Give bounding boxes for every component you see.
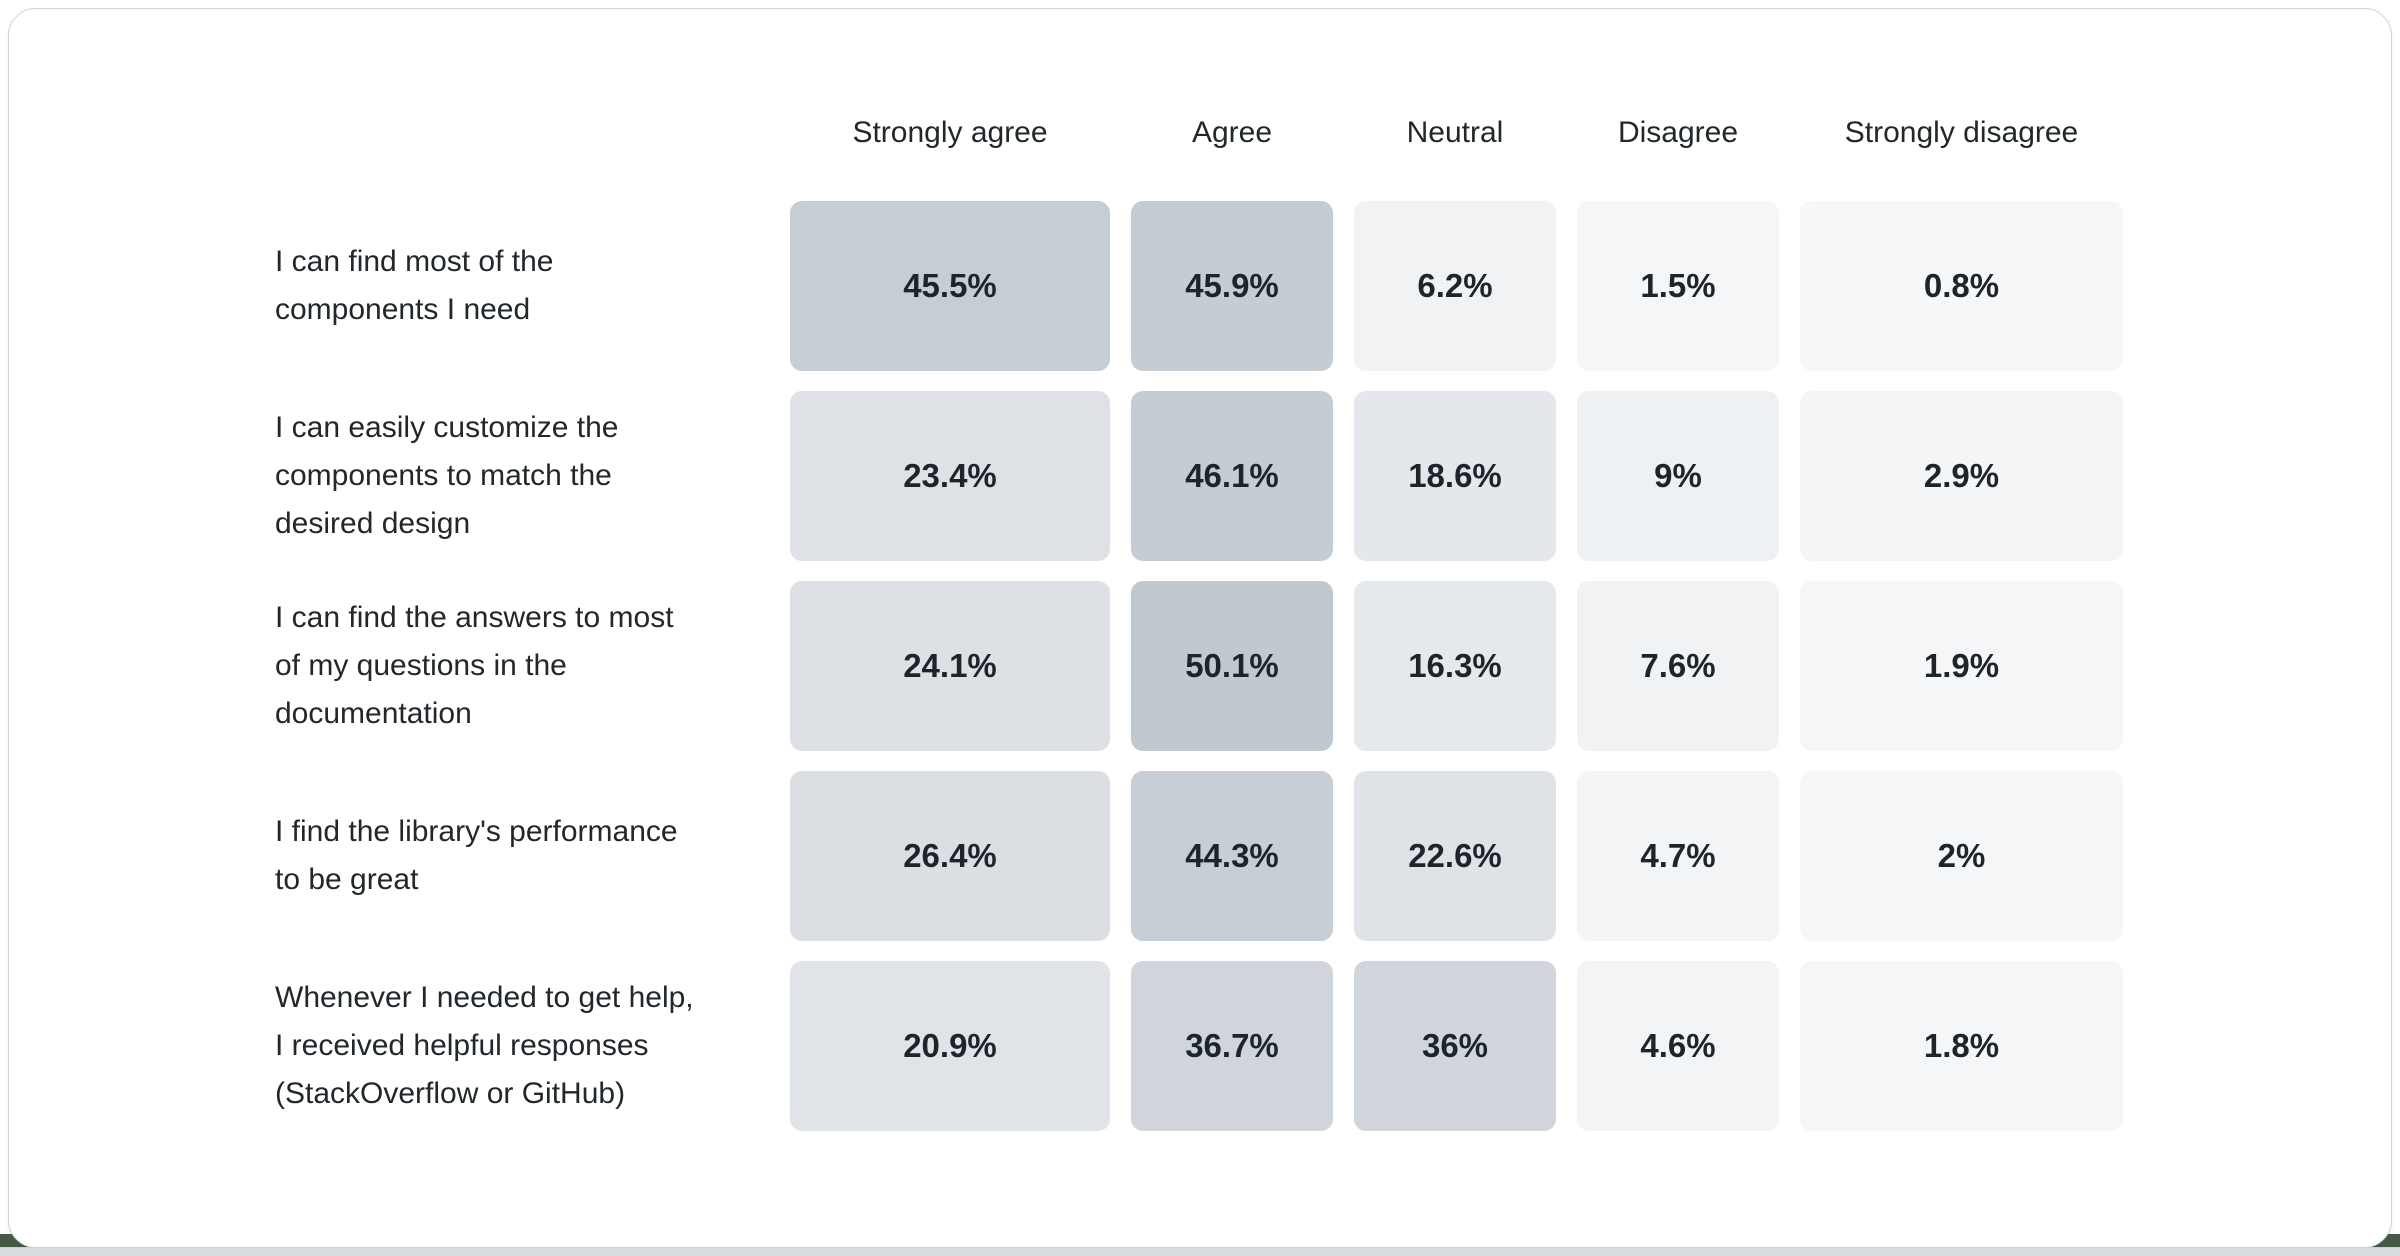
heatmap-cell: 1.8% [1800,961,2123,1131]
column-header: Strongly agree [852,116,1048,149]
heatmap-cell: 44.3% [1131,771,1333,941]
heatmap-cell: 46.1% [1131,391,1333,561]
heatmap-cell: 36.7% [1131,961,1333,1131]
row-label: I can find most of the components I need [275,201,769,371]
heatmap-cell: 0.8% [1800,201,2123,371]
heatmap-cell: 18.6% [1354,391,1556,561]
heatmap-cell: 9% [1577,391,1779,561]
heatmap-cell: 20.9% [790,961,1110,1131]
row-label-text: I can find most of the components I need [275,245,554,326]
column-header: Neutral [1406,116,1504,149]
table-header: Strongly agree Agree Neutral Disagree Strong… [275,115,2391,151]
row-label-text: I find the library's performance to be g… [275,815,678,896]
heatmap-cell: 2.9% [1800,391,2123,561]
heatmap-cell: 7.6% [1577,581,1779,751]
heatmap-cell: 50.1% [1131,581,1333,751]
row-label: I can find the answers to most of my que… [275,581,769,751]
heatmap-cell: 2% [1800,771,2123,941]
heatmap-cell: 16.3% [1354,581,1556,751]
row-label: Whenever I needed to get help, I receive… [275,961,769,1131]
heatmap-cell: 4.7% [1577,771,1779,941]
header-spacer [275,115,769,151]
heatmap-cell: 45.5% [790,201,1110,371]
survey-results-card: Strongly agree Agree Neutral Disagree Strong… [8,8,2392,1248]
row-label: I can easily customize the components to… [275,391,769,561]
heatmap-cell: 24.1% [790,581,1110,751]
row-label: I find the library's performance to be g… [275,771,769,941]
next-section-top-bar [0,1247,2400,1256]
heatmap-cell: 26.4% [790,771,1110,941]
heatmap-cell: 6.2% [1354,201,1556,371]
row-label-text: Whenever I needed to get help, I receive… [275,981,694,1110]
row-label-text: I can easily customize the components to… [275,411,619,540]
column-header: Agree [1191,116,1273,149]
column-header: Disagree [1617,116,1739,149]
table-body: I can find most of the components I need… [275,201,2391,1131]
heatmap-cell: 23.4% [790,391,1110,561]
heatmap-cell: 1.5% [1577,201,1779,371]
row-label-text: I can find the answers to most of my que… [275,601,674,730]
heatmap-cell: 45.9% [1131,201,1333,371]
heatmap-cell: 4.6% [1577,961,1779,1131]
column-header: Strongly disagree [1844,116,2079,149]
heatmap-cell: 1.9% [1800,581,2123,751]
heatmap-cell: 36% [1354,961,1556,1131]
heatmap-cell: 22.6% [1354,771,1556,941]
